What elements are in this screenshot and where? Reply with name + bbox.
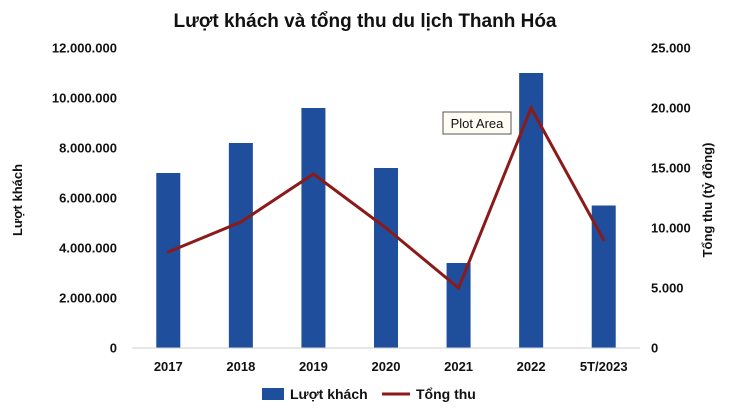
x-tick-label: 5T/2023 bbox=[580, 359, 628, 374]
x-tick-label: 2021 bbox=[444, 359, 473, 374]
tooltip-label: Plot Area bbox=[451, 116, 505, 131]
legend-swatch-bars bbox=[262, 388, 284, 400]
line-series bbox=[166, 104, 606, 291]
y-left-tick-label: 8.000.000 bbox=[59, 141, 117, 156]
y-axis-label-left: Lượt khách bbox=[10, 164, 25, 236]
line-point bbox=[457, 286, 461, 290]
legend: Lượt khách Tổng thu bbox=[262, 386, 476, 402]
y-left-tick-label: 4.000.000 bbox=[59, 241, 117, 256]
bar bbox=[446, 263, 471, 348]
chart-title: Lượt khách và tổng thu du lịch Thanh Hóa bbox=[174, 11, 557, 32]
bar-series bbox=[156, 73, 616, 348]
right-axis-ticks: 0 5.000 10.000 15.000 20.000 25.000 bbox=[651, 41, 691, 356]
x-tick-label: 2019 bbox=[299, 359, 328, 374]
x-axis-ticks: 2017 2018 2019 2020 2021 2022 5T/2023 bbox=[154, 359, 628, 374]
bar bbox=[591, 205, 616, 348]
line-point bbox=[529, 106, 533, 110]
x-tick-label: 2020 bbox=[372, 359, 401, 374]
bar bbox=[228, 143, 253, 348]
bar bbox=[156, 173, 181, 348]
bar bbox=[301, 108, 326, 348]
line-point bbox=[384, 226, 388, 230]
bar bbox=[519, 73, 544, 348]
plot-area-tooltip: Plot Area bbox=[442, 111, 512, 135]
bar bbox=[374, 168, 398, 348]
y-right-tick-label: 10.000 bbox=[651, 221, 691, 236]
y-left-tick-label: 0 bbox=[110, 341, 117, 356]
line-point bbox=[311, 172, 315, 176]
y-right-tick-label: 25.000 bbox=[651, 41, 691, 56]
line-point bbox=[239, 220, 243, 224]
y-right-tick-label: 20.000 bbox=[651, 101, 691, 116]
y-left-tick-label: 10.000.000 bbox=[52, 91, 117, 106]
y-left-tick-label: 12.000.000 bbox=[52, 41, 117, 56]
line-point bbox=[602, 238, 606, 242]
line-point bbox=[166, 250, 170, 254]
x-tick-label: 2017 bbox=[154, 359, 183, 374]
y-left-tick-label: 2.000.000 bbox=[59, 291, 117, 306]
legend-label-bars: Lượt khách bbox=[290, 386, 368, 402]
left-axis-ticks: 0 2.000.000 4.000.000 6.000.000 8.000.000 10.… bbox=[52, 41, 117, 356]
y-axis-label-right: Tổng thu (tỷ đồng) bbox=[700, 143, 715, 258]
x-tick-label: 2022 bbox=[517, 359, 546, 374]
y-right-tick-label: 15.000 bbox=[651, 161, 691, 176]
y-right-tick-label: 0 bbox=[651, 341, 658, 356]
y-right-tick-label: 5.000 bbox=[651, 281, 684, 296]
legend-label-line: Tổng thu bbox=[416, 386, 476, 402]
x-tick-label: 2018 bbox=[226, 359, 255, 374]
y-left-tick-label: 6.000.000 bbox=[59, 191, 117, 206]
